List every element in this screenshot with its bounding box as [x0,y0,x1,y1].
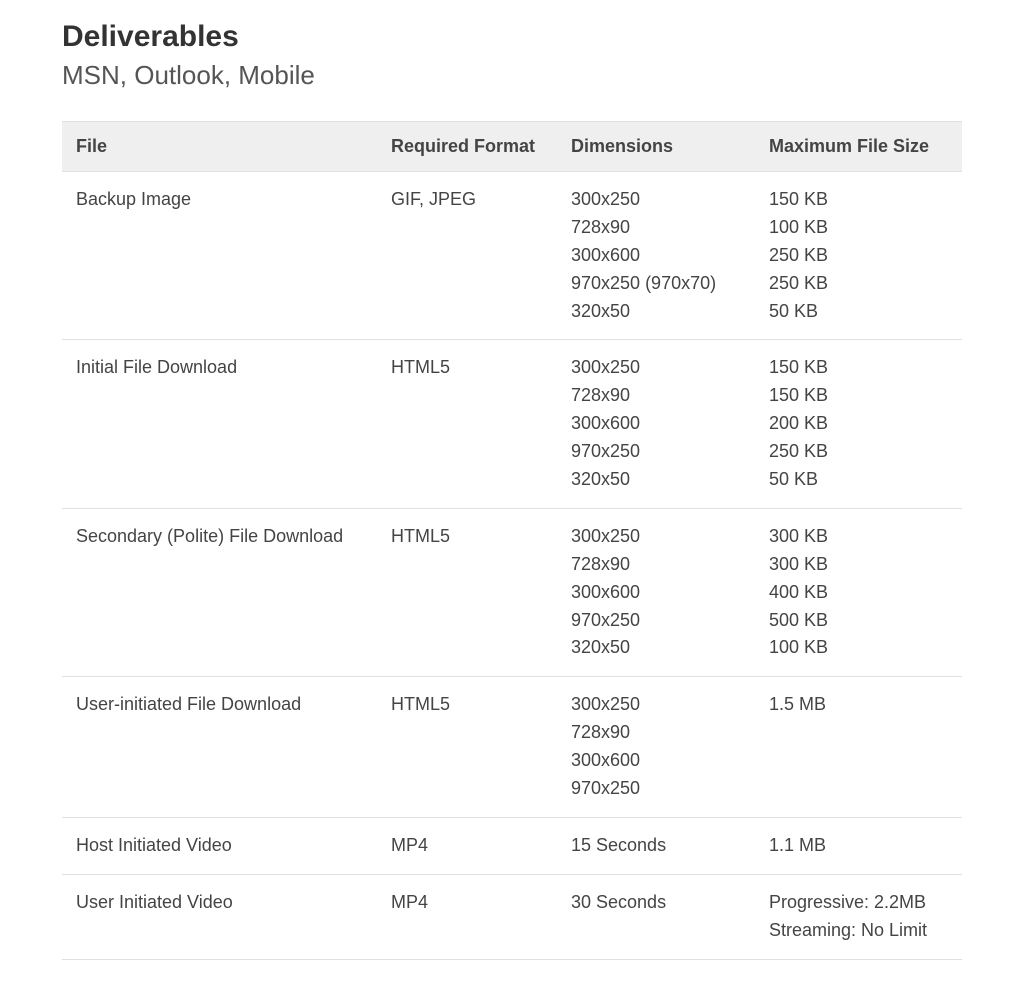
dimension-value: 300x250 [571,354,741,382]
table-row: User-initiated File DownloadHTML5300x250… [62,677,962,818]
max-size-value: 1.1 MB [769,832,948,860]
dimension-value: 30 Seconds [571,889,741,917]
dimension-value: 15 Seconds [571,832,741,860]
max-size-value: 300 KB [769,551,948,579]
column-header-max-size: Maximum File Size [755,122,962,172]
max-size-value: 200 KB [769,410,948,438]
dimension-value: 728x90 [571,382,741,410]
table-row: Initial File DownloadHTML5300x250728x903… [62,340,962,508]
cell-format: HTML5 [377,508,557,676]
dimension-value: 300x250 [571,523,741,551]
cell-max-size: 150 KB100 KB250 KB250 KB50 KB [755,172,962,340]
cell-format: GIF, JPEG [377,172,557,340]
max-size-value: 50 KB [769,298,948,326]
cell-dimensions: 300x250728x90300x600970x250 (970x70)320x… [557,172,755,340]
dimension-value: 970x250 [571,775,741,803]
dimension-value: 970x250 [571,607,741,635]
max-size-value: 150 KB [769,382,948,410]
cell-max-size: Progressive: 2.2MBStreaming: No Limit [755,874,962,959]
dimension-value: 728x90 [571,719,741,747]
column-header-format: Required Format [377,122,557,172]
max-size-value: Progressive: 2.2MB [769,889,948,917]
cell-file: User Initiated Video [62,874,377,959]
max-size-value: Streaming: No Limit [769,917,948,945]
deliverables-table: File Required Format Dimensions Maximum … [62,121,962,960]
dimension-value: 300x600 [571,747,741,775]
cell-format: HTML5 [377,677,557,818]
max-size-value: 50 KB [769,466,948,494]
cell-dimensions: 30 Seconds [557,874,755,959]
cell-dimensions: 300x250728x90300x600970x250 [557,677,755,818]
max-size-value: 100 KB [769,214,948,242]
column-header-file: File [62,122,377,172]
dimension-value: 728x90 [571,551,741,579]
max-size-value: 250 KB [769,438,948,466]
max-size-value: 150 KB [769,354,948,382]
cell-dimensions: 300x250728x90300x600970x250320x50 [557,508,755,676]
column-header-dimensions: Dimensions [557,122,755,172]
cell-file: Backup Image [62,172,377,340]
dimension-value: 970x250 [571,438,741,466]
page-heading: Deliverables [62,20,962,54]
dimension-value: 300x250 [571,186,741,214]
max-size-value: 100 KB [769,634,948,662]
cell-max-size: 150 KB150 KB200 KB250 KB50 KB [755,340,962,508]
table-row: Backup ImageGIF, JPEG300x250728x90300x60… [62,172,962,340]
dimension-value: 728x90 [571,214,741,242]
cell-max-size: 300 KB300 KB400 KB500 KB100 KB [755,508,962,676]
dimension-value: 320x50 [571,634,741,662]
cell-file: Host Initiated Video [62,817,377,874]
cell-file: User-initiated File Download [62,677,377,818]
dimension-value: 320x50 [571,298,741,326]
page-subheading: MSN, Outlook, Mobile [62,60,962,91]
dimension-value: 300x600 [571,410,741,438]
dimension-value: 970x250 (970x70) [571,270,741,298]
cell-dimensions: 300x250728x90300x600970x250320x50 [557,340,755,508]
table-header-row: File Required Format Dimensions Maximum … [62,122,962,172]
cell-format: HTML5 [377,340,557,508]
max-size-value: 300 KB [769,523,948,551]
cell-format: MP4 [377,817,557,874]
cell-max-size: 1.5 MB [755,677,962,818]
cell-file: Secondary (Polite) File Download [62,508,377,676]
table-row: Secondary (Polite) File DownloadHTML5300… [62,508,962,676]
max-size-value: 150 KB [769,186,948,214]
max-size-value: 1.5 MB [769,691,948,719]
cell-max-size: 1.1 MB [755,817,962,874]
max-size-value: 250 KB [769,270,948,298]
max-size-value: 500 KB [769,607,948,635]
table-row: User Initiated VideoMP4 30 Seconds Progres… [62,874,962,959]
dimension-value: 320x50 [571,466,741,494]
max-size-value: 400 KB [769,579,948,607]
dimension-value: 300x600 [571,242,741,270]
max-size-value: 250 KB [769,242,948,270]
cell-dimensions: 15 Seconds [557,817,755,874]
dimension-value: 300x600 [571,579,741,607]
table-row: Host Initiated VideoMP4 15 Seconds 1.1 MB [62,817,962,874]
dimension-value: 300x250 [571,691,741,719]
cell-file: Initial File Download [62,340,377,508]
cell-format: MP4 [377,874,557,959]
table-body: Backup ImageGIF, JPEG300x250728x90300x60… [62,172,962,960]
